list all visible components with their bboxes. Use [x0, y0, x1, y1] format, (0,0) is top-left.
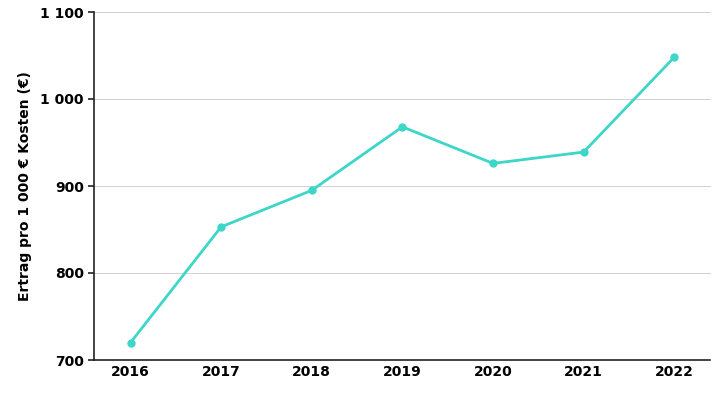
- Y-axis label: Ertrag pro 1 000 € Kosten (€): Ertrag pro 1 000 € Kosten (€): [18, 71, 32, 301]
